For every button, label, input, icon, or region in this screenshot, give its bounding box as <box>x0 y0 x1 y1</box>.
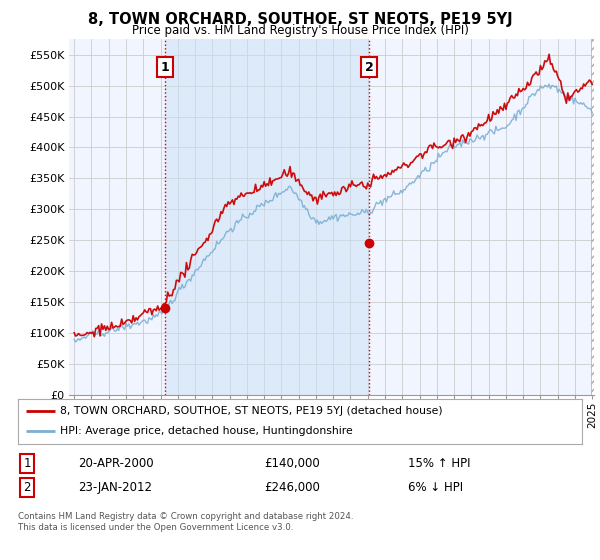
Text: £140,000: £140,000 <box>264 457 320 470</box>
Text: £246,000: £246,000 <box>264 480 320 494</box>
Bar <box>165 39 369 395</box>
Text: Price paid vs. HM Land Registry's House Price Index (HPI): Price paid vs. HM Land Registry's House … <box>131 24 469 36</box>
Bar <box>590 39 594 395</box>
Text: 1: 1 <box>160 60 169 73</box>
Text: 6% ↓ HPI: 6% ↓ HPI <box>408 480 463 494</box>
Text: 1: 1 <box>23 457 31 470</box>
Text: 8, TOWN ORCHARD, SOUTHOE, ST NEOTS, PE19 5YJ (detached house): 8, TOWN ORCHARD, SOUTHOE, ST NEOTS, PE19… <box>60 406 443 416</box>
Text: 2: 2 <box>365 60 373 73</box>
Text: 20-APR-2000: 20-APR-2000 <box>78 457 154 470</box>
Text: HPI: Average price, detached house, Huntingdonshire: HPI: Average price, detached house, Hunt… <box>60 426 353 436</box>
Text: Contains HM Land Registry data © Crown copyright and database right 2024.
This d: Contains HM Land Registry data © Crown c… <box>18 512 353 532</box>
Text: 15% ↑ HPI: 15% ↑ HPI <box>408 457 470 470</box>
Text: 23-JAN-2012: 23-JAN-2012 <box>78 480 152 494</box>
Text: 8, TOWN ORCHARD, SOUTHOE, ST NEOTS, PE19 5YJ: 8, TOWN ORCHARD, SOUTHOE, ST NEOTS, PE19… <box>88 12 512 27</box>
Text: 2: 2 <box>23 480 31 494</box>
